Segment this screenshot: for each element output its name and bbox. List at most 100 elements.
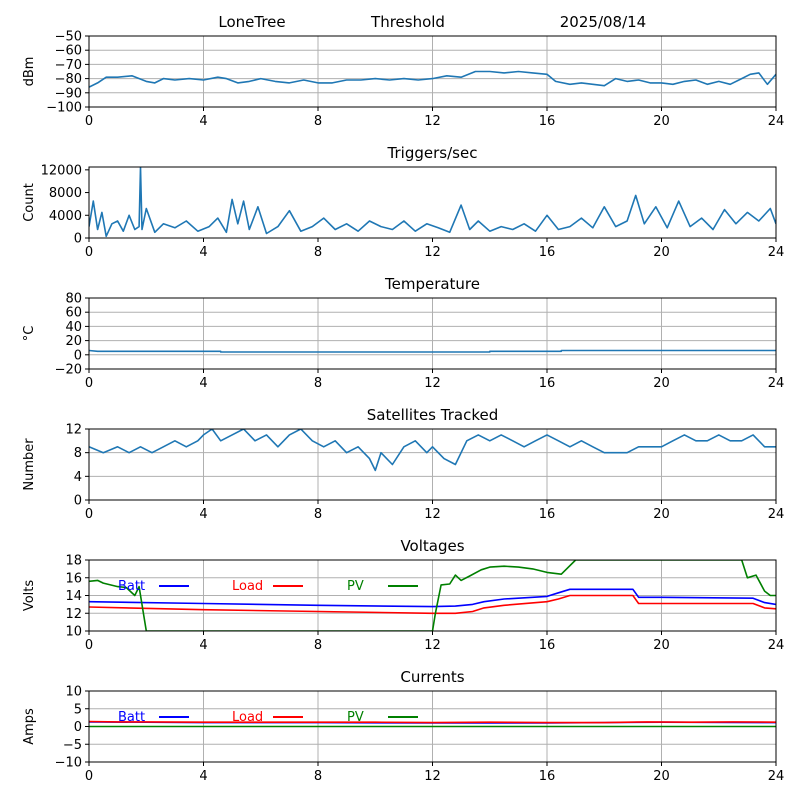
y-tick-label: 10	[65, 625, 82, 640]
series-group	[89, 560, 776, 631]
x-tick-label: 0	[85, 507, 93, 522]
x-tick-label: 0	[85, 769, 93, 784]
y-tick-label: 0	[74, 348, 82, 363]
x-tick-label: 16	[539, 638, 556, 653]
chart-panel-0: 0 4 8 12 16 20 24 −100−90−80−70−60−50 dBm	[22, 30, 784, 130]
panel-title: Satellites Tracked	[367, 406, 498, 424]
series-group	[89, 70, 776, 88]
x-tick-label: 12	[424, 769, 441, 784]
y-axis-label: Number	[22, 438, 37, 491]
x-tick-label: 0	[85, 245, 93, 260]
y-tick-label: 8000	[49, 186, 82, 201]
panel-title: Currents	[400, 668, 464, 686]
y-tick-label: 4	[74, 470, 82, 485]
record-date: 2025/08/14	[560, 13, 646, 31]
series-line-0	[89, 349, 776, 353]
legend-label-batt: Batt	[118, 579, 145, 594]
chart-panel-1: 0 4 8 12 16 20 24 0 4000 8000 12000 Count Triggers/s…	[22, 144, 784, 260]
x-tick-label: 4	[199, 114, 207, 129]
panel-title: Temperature	[384, 275, 480, 293]
x-tick-label: 4	[199, 507, 207, 522]
legend-label-pv: PV	[347, 710, 364, 725]
x-tick-label: 4	[199, 245, 207, 260]
y-tick-label: −60	[55, 44, 82, 59]
y-tick-label: 12000	[41, 163, 82, 178]
y-tick-label: −70	[55, 58, 82, 73]
y-tick-label: 5	[74, 702, 82, 717]
y-tick-label: 60	[65, 306, 82, 321]
x-tick-label: 24	[768, 245, 785, 260]
x-tick-label: 8	[314, 638, 322, 653]
x-tick-label: 12	[424, 376, 441, 391]
x-tick-label: 0	[85, 376, 93, 391]
y-tick-label: 0	[74, 494, 82, 509]
series-line-load	[89, 594, 776, 615]
x-tick-label: 24	[768, 376, 785, 391]
y-tick-label: 18	[65, 554, 82, 569]
series-group	[89, 720, 776, 728]
legend-label-pv: PV	[347, 579, 364, 594]
chart-panel-3: 0 4 8 12 16 20 24 0 4 8 12 Number Satellites Tracked	[22, 406, 784, 522]
series-line-0	[89, 429, 776, 472]
legend-label-load: Load	[232, 579, 263, 594]
chart-panel-5: 0 4 8 12 16 20 24 −10 −5 0 5 10 Amps Currents Batt Load…	[22, 668, 784, 784]
legend-label-batt: Batt	[118, 710, 145, 725]
x-tick-label: 8	[314, 769, 322, 784]
y-tick-label: 16	[65, 571, 82, 586]
x-tick-label: 4	[199, 638, 207, 653]
y-tick-label: 4000	[49, 209, 82, 224]
y-tick-label: 10	[65, 685, 82, 700]
trigger-mode: Threshold	[370, 13, 445, 31]
x-tick-label: 24	[768, 114, 785, 129]
x-tick-label: 24	[768, 769, 785, 784]
y-axis-label: Amps	[22, 708, 37, 745]
y-tick-label: −50	[55, 30, 82, 45]
x-tick-label: 12	[424, 114, 441, 129]
x-tick-label: 16	[539, 769, 556, 784]
series-line-load	[89, 720, 776, 724]
y-tick-label: 40	[65, 320, 82, 335]
y-tick-label: −10	[55, 756, 82, 771]
y-axis-label: Volts	[22, 580, 37, 612]
x-tick-label: 16	[539, 114, 556, 129]
x-tick-label: 0	[85, 114, 93, 129]
y-axis-label: °C	[22, 326, 37, 342]
y-tick-label: 12	[65, 607, 82, 622]
y-tick-label: 0	[74, 720, 82, 735]
x-tick-label: 12	[424, 507, 441, 522]
y-tick-label: −100	[46, 101, 82, 116]
x-tick-label: 4	[199, 376, 207, 391]
y-tick-label: −5	[63, 738, 82, 753]
x-tick-label: 12	[424, 245, 441, 260]
x-tick-label: 20	[653, 769, 670, 784]
x-tick-label: 12	[424, 638, 441, 653]
y-axis-label: Count	[22, 183, 37, 222]
series-line-pv	[89, 560, 776, 631]
y-tick-label: 0	[74, 232, 82, 247]
station-name: LoneTree	[218, 13, 285, 31]
y-tick-label: 14	[65, 589, 82, 604]
x-tick-label: 8	[314, 114, 322, 129]
series-line-0	[89, 167, 776, 238]
x-tick-label: 20	[653, 114, 670, 129]
x-tick-label: 20	[653, 638, 670, 653]
series-group	[89, 429, 776, 472]
y-tick-label: −20	[55, 363, 82, 378]
x-tick-label: 16	[539, 245, 556, 260]
x-tick-label: 0	[85, 638, 93, 653]
x-tick-label: 20	[653, 376, 670, 391]
x-tick-label: 8	[314, 376, 322, 391]
y-tick-label: 8	[74, 446, 82, 461]
series-group	[89, 349, 776, 353]
chart-panel-4: 0 4 8 12 16 20 24 10 12 14 16 18 Volts Voltages Batt Lo…	[22, 537, 784, 653]
series-line-0	[89, 70, 776, 88]
x-tick-label: 20	[653, 245, 670, 260]
panel-title: Triggers/sec	[387, 144, 478, 162]
x-tick-label: 24	[768, 507, 785, 522]
x-tick-label: 24	[768, 638, 785, 653]
x-tick-label: 20	[653, 507, 670, 522]
series-line-batt	[89, 588, 776, 608]
